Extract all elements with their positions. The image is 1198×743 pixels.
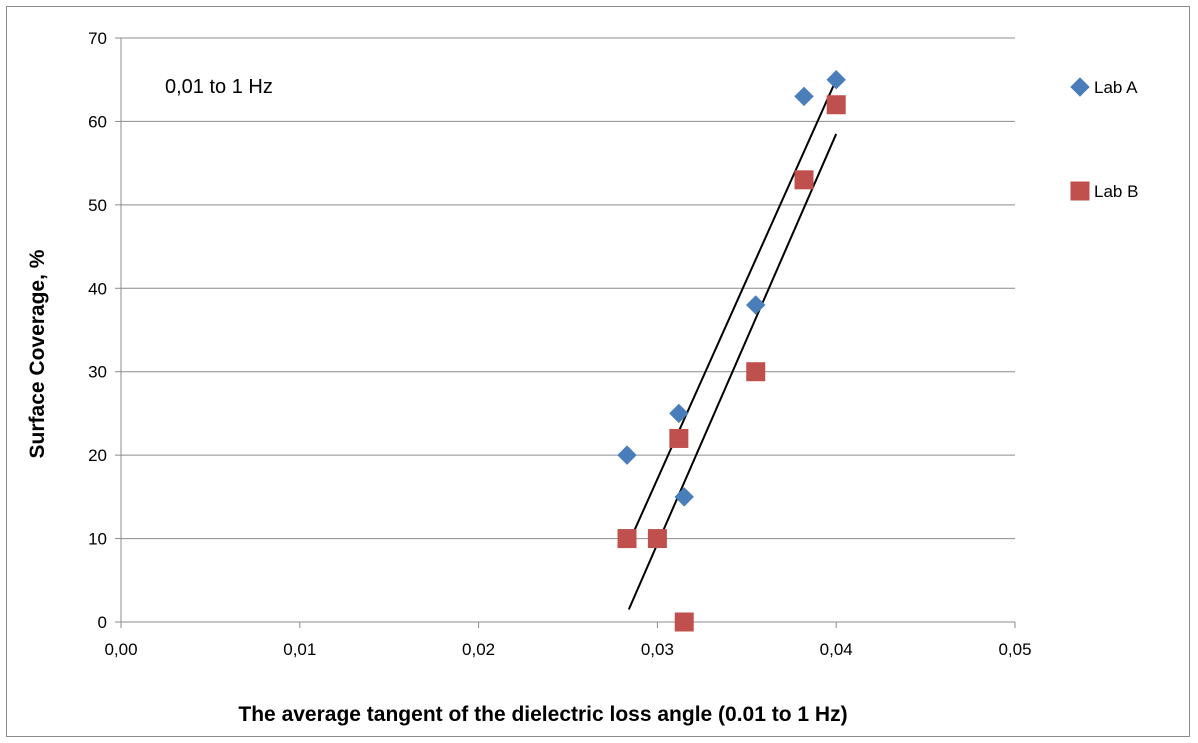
y-tick-label: 30 bbox=[88, 363, 107, 382]
y-tick-label: 10 bbox=[88, 530, 107, 549]
y-tick-label: 40 bbox=[88, 279, 107, 298]
y-tick-label: 70 bbox=[88, 29, 107, 48]
lab-a-point bbox=[794, 86, 814, 107]
x-tick-label: 0,05 bbox=[998, 640, 1031, 659]
x-axis-title: The average tangent of the dielectric lo… bbox=[238, 703, 847, 726]
y-tick-label: 60 bbox=[88, 112, 107, 131]
lab-a-point bbox=[669, 403, 689, 424]
lab-b-point bbox=[746, 362, 766, 382]
y-tick-label: 0 bbox=[98, 613, 107, 632]
lab-b-point bbox=[794, 170, 814, 190]
trendline bbox=[626, 79, 838, 548]
legend-label: Lab B bbox=[1094, 182, 1138, 201]
lab-a-point bbox=[746, 295, 766, 315]
x-tick-label: 0,03 bbox=[641, 640, 674, 659]
legend-marker bbox=[1070, 181, 1090, 201]
gridlines bbox=[121, 37, 1015, 540]
lab-a-point bbox=[617, 445, 637, 465]
data-points bbox=[617, 70, 846, 632]
legend-label: Lab A bbox=[1094, 78, 1138, 97]
axes: 0 10 20 30 40 50 60 70 0,00 0,01 0,02 0,03 0,04 0,05 bbox=[88, 29, 1031, 659]
lab-b-point bbox=[674, 612, 694, 632]
x-tick-label: 0,01 bbox=[283, 640, 316, 659]
legend: Lab A Lab B bbox=[1070, 77, 1138, 201]
x-tick-label: 0,02 bbox=[462, 640, 495, 659]
lab-a-point bbox=[826, 70, 846, 90]
y-tick-label: 20 bbox=[88, 446, 107, 465]
lab-b-point bbox=[617, 529, 637, 549]
lab-b-point bbox=[647, 529, 667, 549]
lab-a-point bbox=[674, 487, 694, 507]
chart-annotation: 0,01 to 1 Hz bbox=[165, 76, 273, 98]
x-tick-label: 0,00 bbox=[104, 640, 137, 659]
lab-b-point bbox=[669, 428, 689, 448]
x-tick-label: 0,04 bbox=[820, 640, 853, 659]
y-axis-title: Surface Coverage, % bbox=[26, 249, 49, 458]
lab-b-point bbox=[826, 95, 846, 115]
legend-marker bbox=[1070, 77, 1090, 97]
y-tick-label: 50 bbox=[88, 196, 107, 215]
